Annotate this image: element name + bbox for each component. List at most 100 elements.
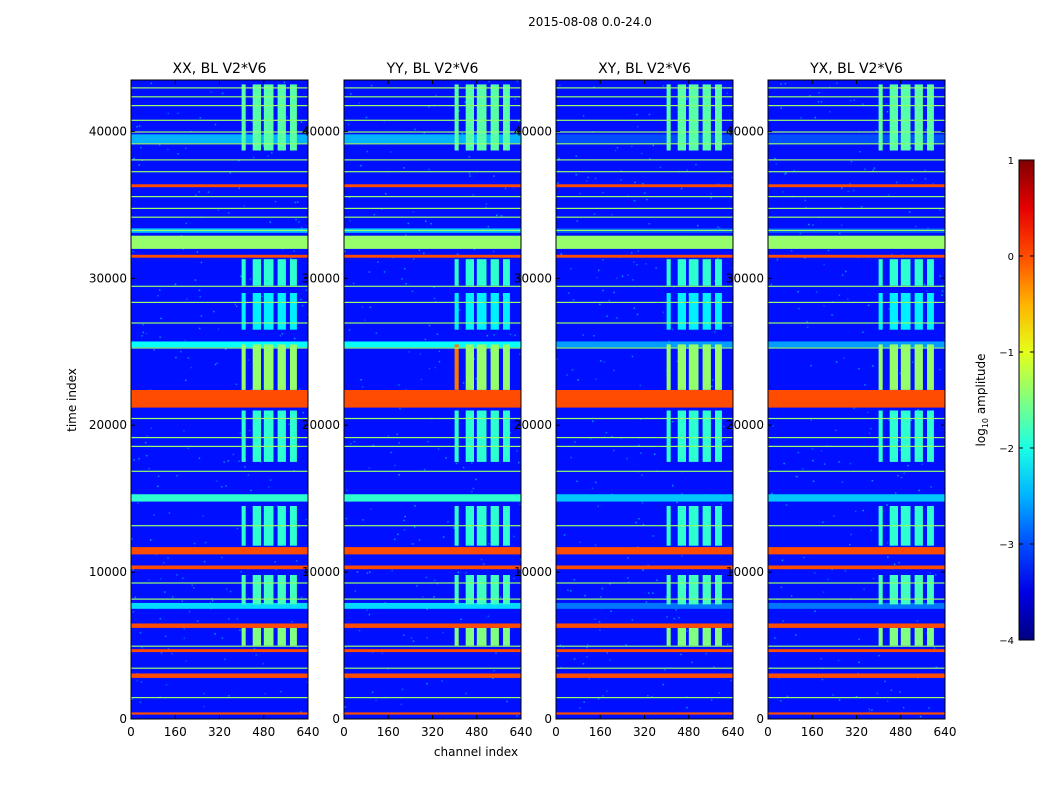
noise-speck — [849, 462, 852, 465]
flagged-band — [768, 235, 945, 249]
y-tick-label: 0 — [119, 712, 127, 726]
flag-line — [131, 119, 308, 121]
noise-speck — [627, 557, 629, 559]
noise-speck — [404, 268, 406, 270]
flag-line — [556, 582, 733, 584]
noise-speck — [216, 480, 218, 482]
noise-speck — [296, 646, 299, 648]
noise-speck — [908, 211, 911, 213]
noise-speck — [236, 527, 239, 530]
noise-speck — [436, 333, 439, 335]
flag-line — [344, 207, 521, 209]
noise-speck — [705, 653, 708, 655]
noise-speck — [560, 253, 562, 255]
noise-speck — [185, 660, 187, 662]
rfi-block — [688, 259, 699, 286]
noise-speck — [243, 205, 246, 207]
rfi-block — [927, 627, 934, 646]
noise-speck — [300, 298, 302, 301]
rfi-block — [715, 259, 722, 286]
noise-speck — [139, 631, 142, 634]
x-tick-label: 160 — [801, 725, 824, 739]
noise-speck — [858, 638, 860, 640]
noise-speck — [172, 596, 174, 598]
noise-speck — [462, 382, 465, 384]
noise-speck — [818, 92, 820, 94]
noise-speck — [570, 456, 572, 459]
flag-line — [131, 207, 308, 209]
noise-speck — [187, 357, 190, 359]
noise-speck — [280, 690, 282, 693]
noise-speck — [405, 234, 407, 236]
flag-line — [768, 216, 945, 218]
noise-speck — [403, 634, 405, 636]
noise-speck — [442, 536, 445, 538]
noise-speck — [850, 160, 853, 163]
noise-speck — [785, 172, 787, 174]
noise-speck — [891, 253, 893, 256]
noise-speck — [648, 113, 651, 116]
noise-speck — [930, 486, 932, 488]
noise-speck — [423, 132, 426, 134]
flag-line — [768, 87, 945, 89]
noise-speck — [872, 577, 875, 580]
flag-line — [768, 582, 945, 584]
noise-speck — [598, 621, 601, 623]
x-tick-label: 320 — [421, 725, 444, 739]
noise-speck — [780, 586, 783, 588]
noise-speck — [488, 81, 490, 83]
noise-speck — [296, 560, 298, 562]
noise-speck — [356, 571, 359, 573]
noise-speck — [671, 484, 674, 487]
noise-speck — [596, 276, 598, 279]
noise-speck — [225, 588, 228, 590]
noise-speck — [499, 596, 502, 599]
noise-speck — [642, 523, 645, 526]
flag-line — [131, 322, 308, 324]
noise-speck — [198, 457, 201, 459]
x-tick-label: 0 — [552, 725, 560, 739]
noise-speck — [487, 225, 490, 228]
noise-speck — [167, 112, 170, 115]
rfi-block — [927, 344, 934, 390]
flag-line — [131, 470, 308, 472]
x-axis-label: channel index — [434, 745, 518, 759]
noise-speck — [876, 692, 879, 695]
noise-speck — [645, 263, 647, 265]
colorbar-tick-label: −4 — [999, 636, 1014, 647]
noise-speck — [177, 112, 179, 115]
noise-speck — [714, 331, 716, 333]
rfi-block — [290, 293, 297, 330]
noise-speck — [177, 153, 179, 155]
noise-speck — [274, 561, 276, 563]
noise-speck — [401, 688, 404, 691]
noise-speck — [910, 147, 912, 149]
rfi-block — [889, 410, 898, 462]
flag-line — [344, 285, 521, 287]
noise-speck — [401, 278, 403, 280]
noise-speck — [239, 629, 241, 631]
noise-speck — [288, 423, 290, 426]
colorbar-tick-label: −3 — [999, 540, 1014, 551]
rfi-block — [702, 293, 711, 330]
flag-line — [131, 417, 308, 420]
noise-speck — [353, 440, 356, 443]
rfi-block — [252, 575, 261, 605]
noise-speck — [731, 428, 733, 430]
background-band — [768, 494, 945, 502]
noise-speck — [576, 220, 578, 222]
flag-line — [768, 207, 945, 209]
noise-speck — [577, 379, 579, 381]
rfi-block — [490, 259, 499, 286]
flag-line — [556, 285, 733, 287]
noise-speck — [636, 263, 638, 266]
noise-speck — [637, 126, 639, 128]
noise-speck — [295, 218, 297, 221]
noise-speck — [666, 616, 668, 618]
noise-speck — [145, 332, 148, 335]
noise-speck — [493, 175, 495, 177]
colorbar-tick-label: −2 — [999, 444, 1014, 455]
noise-speck — [157, 475, 160, 478]
background-band — [131, 341, 308, 348]
rfi-block — [878, 410, 883, 462]
